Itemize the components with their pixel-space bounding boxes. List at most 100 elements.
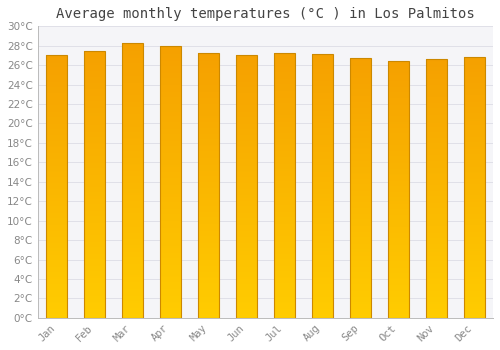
Bar: [388, 145, 408, 146]
Bar: [160, 172, 181, 174]
Bar: [160, 65, 181, 66]
Bar: [388, 291, 408, 292]
Bar: [312, 250, 332, 251]
Bar: [426, 118, 446, 119]
Bar: [388, 213, 408, 214]
Bar: [160, 184, 181, 186]
Bar: [350, 208, 370, 209]
Bar: [426, 312, 446, 313]
Bar: [198, 55, 219, 56]
Bar: [350, 292, 370, 293]
Bar: [198, 147, 219, 149]
Bar: [46, 57, 67, 58]
Bar: [236, 208, 257, 209]
Bar: [198, 220, 219, 221]
Bar: [160, 66, 181, 68]
Bar: [350, 153, 370, 154]
Bar: [84, 208, 105, 210]
Bar: [46, 243, 67, 244]
Bar: [426, 314, 446, 315]
Bar: [236, 146, 257, 147]
Bar: [426, 231, 446, 232]
Bar: [160, 244, 181, 246]
Bar: [350, 60, 370, 61]
Bar: [274, 278, 295, 279]
Bar: [464, 266, 484, 267]
Bar: [84, 264, 105, 266]
Bar: [198, 186, 219, 187]
Bar: [388, 96, 408, 97]
Bar: [312, 302, 332, 303]
Bar: [426, 110, 446, 111]
Bar: [388, 105, 408, 106]
Bar: [312, 170, 332, 172]
Bar: [350, 144, 370, 145]
Bar: [388, 274, 408, 275]
Bar: [46, 116, 67, 117]
Bar: [388, 141, 408, 142]
Bar: [46, 62, 67, 63]
Bar: [236, 268, 257, 269]
Bar: [84, 310, 105, 311]
Bar: [350, 270, 370, 271]
Bar: [350, 205, 370, 206]
Bar: [426, 77, 446, 79]
Bar: [84, 228, 105, 230]
Bar: [464, 151, 484, 153]
Bar: [274, 250, 295, 252]
Bar: [426, 122, 446, 124]
Bar: [84, 259, 105, 260]
Bar: [274, 256, 295, 257]
Bar: [312, 128, 332, 130]
Bar: [312, 313, 332, 314]
Bar: [46, 63, 67, 65]
Bar: [312, 152, 332, 153]
Bar: [426, 316, 446, 318]
Bar: [464, 257, 484, 258]
Bar: [274, 71, 295, 72]
Bar: [464, 238, 484, 240]
Bar: [84, 110, 105, 111]
Bar: [464, 241, 484, 242]
Bar: [122, 314, 143, 315]
Bar: [350, 149, 370, 150]
Bar: [350, 308, 370, 309]
Bar: [198, 309, 219, 310]
Bar: [388, 228, 408, 229]
Bar: [388, 264, 408, 265]
Bar: [426, 102, 446, 103]
Bar: [46, 233, 67, 234]
Bar: [46, 95, 67, 96]
Bar: [464, 57, 484, 318]
Bar: [274, 103, 295, 104]
Bar: [426, 190, 446, 191]
Bar: [160, 144, 181, 145]
Bar: [84, 84, 105, 85]
Bar: [236, 239, 257, 240]
Bar: [426, 172, 446, 173]
Bar: [350, 300, 370, 301]
Bar: [388, 132, 408, 133]
Bar: [122, 47, 143, 48]
Bar: [426, 275, 446, 276]
Bar: [236, 129, 257, 130]
Bar: [274, 298, 295, 299]
Bar: [312, 224, 332, 226]
Bar: [464, 124, 484, 125]
Bar: [122, 91, 143, 92]
Bar: [236, 193, 257, 195]
Bar: [388, 155, 408, 156]
Bar: [312, 309, 332, 310]
Bar: [198, 306, 219, 307]
Bar: [388, 150, 408, 151]
Bar: [160, 221, 181, 223]
Bar: [388, 282, 408, 283]
Bar: [122, 226, 143, 227]
Bar: [388, 61, 408, 318]
Bar: [84, 304, 105, 306]
Bar: [198, 310, 219, 311]
Bar: [198, 256, 219, 257]
Bar: [198, 187, 219, 188]
Bar: [46, 79, 67, 81]
Bar: [84, 199, 105, 200]
